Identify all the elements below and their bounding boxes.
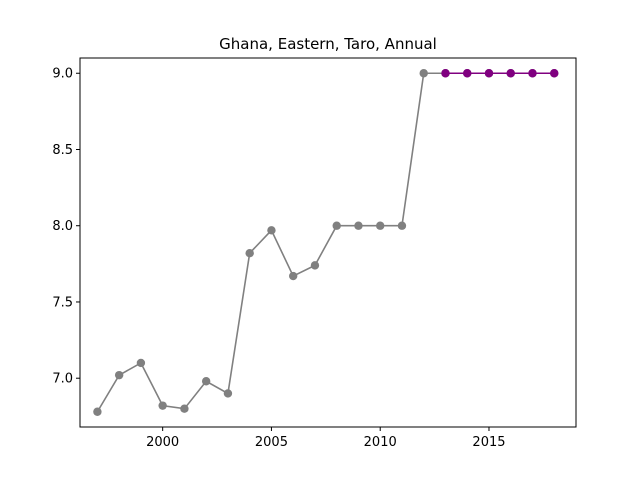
data-point-0-5 [201, 377, 211, 386]
series-line-0 [96, 72, 555, 413]
data-point-0-7 [245, 248, 254, 258]
y-tick-label: 8.5 [52, 143, 73, 158]
plot-frame [79, 57, 577, 428]
y-tick-label: 8.0 [52, 219, 73, 234]
x-axis: 2000 2005 2010 2015 [146, 427, 506, 450]
data-point-1-0 [441, 69, 450, 78]
data-point-0-9 [288, 271, 298, 281]
data-point-1-2 [484, 69, 494, 78]
data-point-1-3 [506, 69, 515, 78]
chart-title: Ghana, Eastern, Taro, Annual [219, 35, 437, 53]
data-point-0-14 [397, 221, 407, 230]
y-tick-label: 7.0 [52, 372, 73, 387]
data-point-1-1 [463, 69, 472, 78]
data-point-1-4 [528, 69, 537, 78]
data-point-0-13 [376, 221, 385, 230]
data-point-0-15 [419, 69, 428, 78]
x-tick-label: 2000 [146, 435, 179, 450]
series-layer [93, 69, 559, 416]
y-tick-label: 9.0 [52, 67, 73, 82]
data-point-0-10 [310, 261, 320, 270]
y-axis: 7.0 7.5 8.0 8.5 9.0 [52, 67, 80, 387]
data-point-0-6 [223, 389, 233, 398]
data-point-0-11 [332, 221, 341, 230]
x-tick-label: 2015 [472, 435, 505, 450]
data-point-0-0 [93, 407, 102, 416]
y-tick-label: 7.5 [52, 295, 73, 310]
data-point-0-8 [267, 226, 276, 235]
data-point-0-4 [180, 404, 189, 413]
data-point-0-12 [354, 221, 363, 230]
x-tick-label: 2005 [255, 435, 288, 450]
data-point-0-1 [114, 370, 124, 380]
data-point-0-2 [136, 358, 146, 368]
data-point-0-3 [158, 401, 167, 410]
x-tick-label: 2010 [364, 435, 397, 450]
data-point-1-5 [550, 69, 559, 78]
